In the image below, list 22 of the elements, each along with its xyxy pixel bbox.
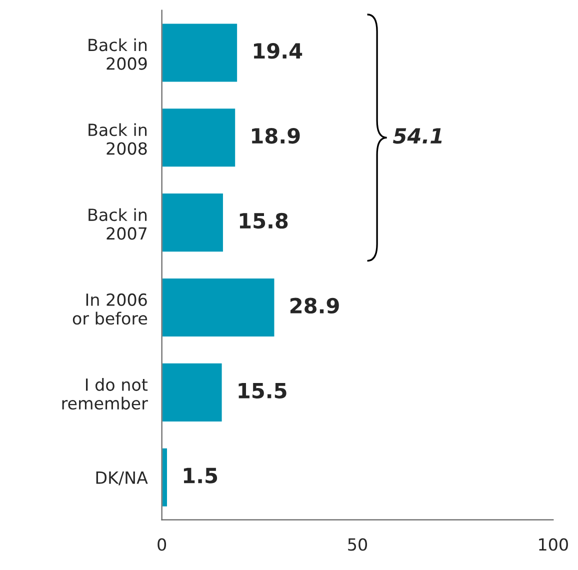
bar — [162, 107, 236, 168]
x-tick-label: 50 — [348, 538, 367, 551]
data-label: 19.4 — [254, 43, 302, 59]
x-tick-label: 100 — [539, 538, 568, 551]
y-tick-label: Back in 2007 — [88, 208, 147, 240]
data-label: 15.8 — [240, 212, 288, 229]
y-tick-label: Back in 2009 — [88, 38, 147, 70]
data-label: 1.5 — [184, 468, 218, 484]
bar — [162, 446, 168, 508]
y-tick-label: In 2006 or before — [72, 293, 148, 325]
data-label: 28.9 — [290, 298, 339, 314]
annotation: 54.1 — [392, 128, 442, 144]
data-label: 15.5 — [238, 383, 286, 398]
bar — [162, 22, 238, 84]
y-tick-label: Back in 2008 — [88, 123, 147, 155]
data-label: 18.9 — [252, 128, 300, 144]
bar — [162, 192, 224, 254]
bar — [162, 277, 276, 338]
y-tick-label: DK/NA — [96, 472, 148, 486]
x-tick-label: 0 — [158, 538, 166, 551]
y-tick-label: I do not remember — [62, 378, 148, 410]
bar — [162, 362, 224, 423]
